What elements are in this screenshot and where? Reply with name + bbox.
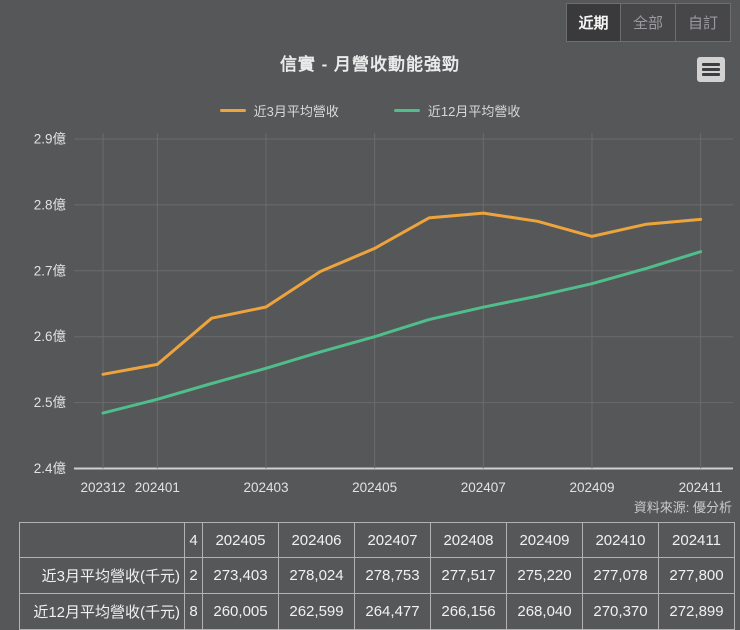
row-label: 近12月平均營收(千元) xyxy=(19,593,185,630)
green-line-swatch-icon xyxy=(393,109,420,112)
month-header: 202407 xyxy=(354,522,431,558)
clipped-value-cell: 8 xyxy=(184,593,203,630)
range-button-recent[interactable]: 近期 xyxy=(566,3,621,42)
month-header: 202405 xyxy=(202,522,279,558)
legend-label-12month: 近12月平均營收 xyxy=(427,104,521,119)
row-label: 近3月平均營收(千元) xyxy=(19,557,185,594)
value-cell: 273,403 xyxy=(202,557,279,594)
revenue-data-table-wrap: 4 202405 202406 202407 202408 202409 202410 202… xyxy=(19,522,735,630)
range-toolbar: 近期 全部 自訂 xyxy=(566,3,731,42)
line-12month-avg[interactable] xyxy=(101,250,703,415)
source-note: 資料來源: 優分析 xyxy=(633,500,732,515)
legend-item-12month-avg[interactable]: 近12月平均營收 xyxy=(393,101,521,120)
legend-item-3month-avg[interactable]: 近3月平均營收 xyxy=(219,101,339,120)
orange-line-swatch-icon xyxy=(219,109,246,112)
month-header: 202406 xyxy=(278,522,355,558)
month-header: 202408 xyxy=(430,522,507,558)
hamburger-icon xyxy=(702,61,720,79)
table-header-row: 4 202405 202406 202407 202408 202409 202410 202… xyxy=(19,522,735,558)
chart-context-menu-button[interactable] xyxy=(697,57,725,82)
y-axis-label: 2.6億 xyxy=(34,329,67,344)
revenue-line-chart: 2.9億 2.8億 2.7億 2.6億 2.5億 2.4億 202312 202401 2024… xyxy=(34,132,733,495)
y-axis-label: 2.8億 xyxy=(34,197,67,212)
x-axis-label: 202407 xyxy=(461,480,506,495)
x-axis-label: 202312 xyxy=(80,480,125,495)
table-row: 近3月平均營收(千元) 2 273,403 278,024 278,753 277,517… xyxy=(19,557,735,594)
x-axis-label: 202403 xyxy=(243,480,288,495)
y-axis-label: 2.4億 xyxy=(34,461,67,476)
value-cell: 277,078 xyxy=(582,557,659,594)
range-button-custom[interactable]: 自訂 xyxy=(676,3,731,42)
y-axis-label: 2.9億 xyxy=(34,132,67,147)
clipped-value-cell: 2 xyxy=(184,557,203,594)
value-cell: 270,370 xyxy=(582,593,659,630)
value-cell: 277,800 xyxy=(658,557,735,594)
legend-label-3month: 近3月平均營收 xyxy=(253,104,339,119)
y-axis-label: 2.7億 xyxy=(34,263,67,278)
x-axis-label: 202405 xyxy=(352,480,397,495)
value-cell: 262,599 xyxy=(278,593,355,630)
line-3month-avg[interactable] xyxy=(101,211,703,376)
month-header: 202410 xyxy=(582,522,659,558)
value-cell: 275,220 xyxy=(506,557,583,594)
chart-legend: 近3月平均營收 近12月平均營收 xyxy=(0,101,740,120)
value-cell: 278,024 xyxy=(278,557,355,594)
chart-title: 信實 - 月營收動能強勁 xyxy=(279,55,461,74)
value-cell: 278,753 xyxy=(354,557,431,594)
x-axis-label: 202409 xyxy=(569,480,614,495)
table-row: 近12月平均營收(千元) 8 260,005 262,599 264,477 266,15… xyxy=(19,593,735,630)
x-axis-label: 202411 xyxy=(679,480,723,495)
value-cell: 260,005 xyxy=(202,593,279,630)
x-axis-label: 202401 xyxy=(135,480,180,495)
month-header: 202409 xyxy=(506,522,583,558)
value-cell: 264,477 xyxy=(354,593,431,630)
revenue-data-table: 4 202405 202406 202407 202408 202409 202410 202… xyxy=(19,522,735,630)
y-axis-label: 2.5億 xyxy=(34,395,67,410)
value-cell: 272,899 xyxy=(658,593,735,630)
range-button-all[interactable]: 全部 xyxy=(621,3,676,42)
clipped-month-header: 4 xyxy=(184,522,203,558)
table-corner-cell xyxy=(19,522,185,558)
value-cell: 277,517 xyxy=(430,557,507,594)
month-header: 202411 xyxy=(658,522,735,558)
value-cell: 268,040 xyxy=(506,593,583,630)
value-cell: 266,156 xyxy=(430,593,507,630)
